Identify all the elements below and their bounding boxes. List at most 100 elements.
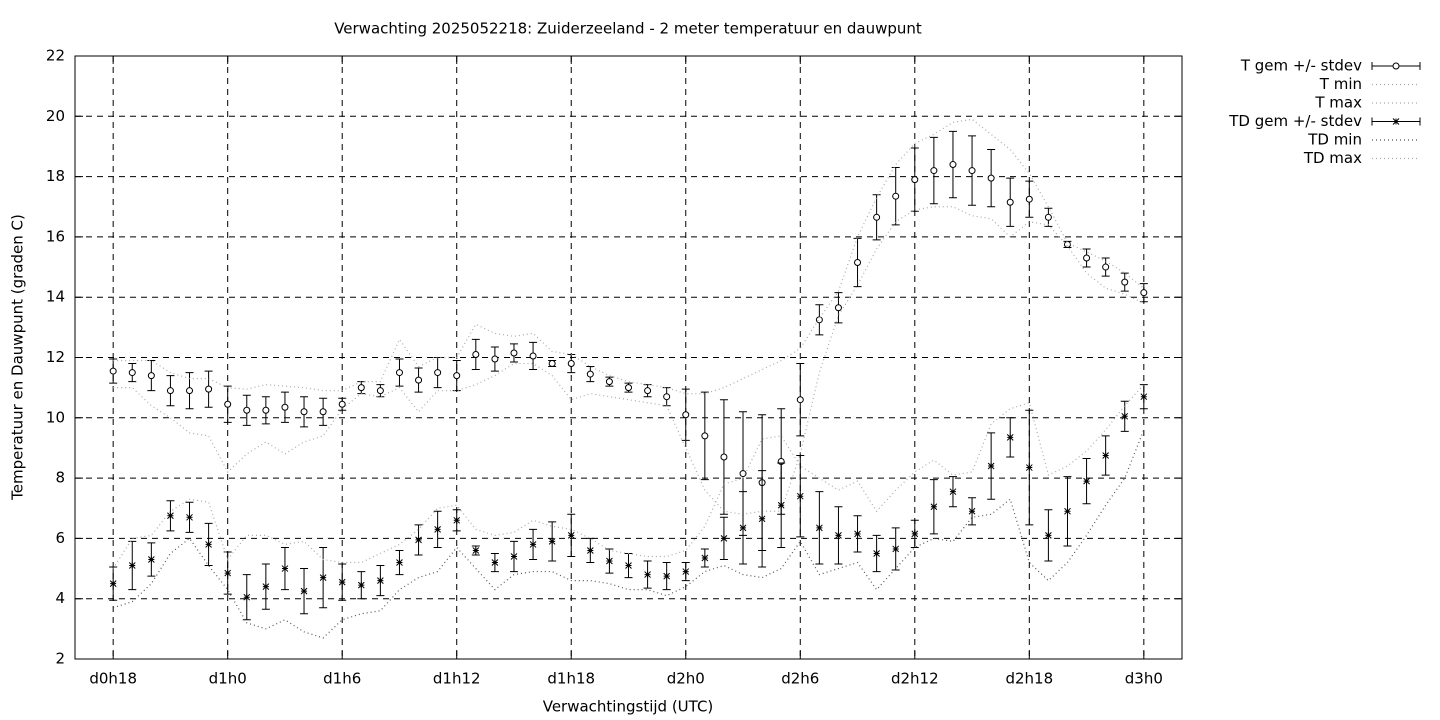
chart-title: Verwachting 2025052218: Zuiderzeeland - … <box>334 20 922 38</box>
point-marker <box>930 167 938 175</box>
point-marker <box>873 213 881 221</box>
point-marker <box>892 545 900 553</box>
plot-frame <box>74 55 1183 660</box>
legend-label: TD max <box>1303 149 1362 167</box>
y-tick-label: 8 <box>55 469 65 487</box>
point-marker <box>167 512 174 520</box>
point-marker <box>1140 393 1148 401</box>
point-marker <box>949 488 957 496</box>
point-marker <box>796 396 804 404</box>
point-marker <box>873 550 880 557</box>
point-marker <box>720 535 728 542</box>
point-marker <box>357 384 365 392</box>
point-marker <box>968 507 976 515</box>
point-marker <box>586 547 594 554</box>
point-marker <box>930 503 938 511</box>
range-line <box>113 118 1145 395</box>
point-marker <box>548 538 556 545</box>
point-marker <box>625 384 632 392</box>
point-marker <box>911 176 919 184</box>
point-marker <box>147 372 155 380</box>
point-marker <box>892 192 900 200</box>
x-tick-label: d0h18 <box>89 670 137 688</box>
point-marker <box>434 526 441 533</box>
point-marker <box>357 581 365 589</box>
point-marker <box>376 387 384 395</box>
point-marker <box>567 532 575 539</box>
point-marker <box>109 580 117 587</box>
point-marker <box>319 574 327 581</box>
point-marker <box>949 161 957 169</box>
point-marker <box>854 530 861 538</box>
point-marker <box>682 568 690 575</box>
point-marker <box>377 577 384 584</box>
y-tick-label: 18 <box>46 167 65 185</box>
point-marker <box>338 400 346 408</box>
point-marker <box>835 532 842 539</box>
point-marker <box>491 559 499 566</box>
x-tick-label: d2h0 <box>667 670 705 688</box>
point-marker <box>166 387 174 395</box>
point-marker <box>491 355 499 363</box>
legend-label: TD min <box>1307 131 1362 149</box>
legend-label: T min <box>1319 75 1362 93</box>
point-marker <box>777 501 785 509</box>
point-marker <box>1121 412 1129 420</box>
point-marker <box>147 556 155 563</box>
point-marker <box>1006 434 1014 441</box>
point-marker <box>262 583 270 590</box>
y-tick-label: 20 <box>46 107 65 125</box>
y-tick-label: 14 <box>46 288 65 306</box>
point-marker <box>701 554 709 562</box>
y-tick-label: 12 <box>46 348 65 366</box>
point-marker <box>319 408 327 416</box>
y-tick-label: 22 <box>46 47 65 65</box>
legend-marker <box>1392 118 1400 125</box>
point-marker <box>109 367 117 375</box>
point-marker <box>1102 263 1110 271</box>
point-marker <box>854 259 862 267</box>
point-marker <box>1064 507 1071 515</box>
point-marker <box>682 411 690 419</box>
x-tick-label: d1h12 <box>433 670 481 688</box>
x-tick-label: d1h0 <box>209 670 247 688</box>
point-marker <box>586 370 594 378</box>
point-marker <box>1045 532 1052 539</box>
point-marker <box>434 369 442 377</box>
point-marker <box>243 593 251 601</box>
point-marker <box>205 541 212 548</box>
point-marker <box>720 453 728 461</box>
y-tick-label: 10 <box>46 408 65 426</box>
legend-marker <box>1392 62 1400 70</box>
point-marker <box>453 516 461 524</box>
point-marker <box>644 387 652 395</box>
point-marker <box>224 400 232 408</box>
point-marker <box>1102 452 1110 459</box>
point-marker <box>243 406 251 414</box>
y-axis-label: Temperatuur en Dauwpunt (graden C) <box>9 214 27 501</box>
point-marker <box>205 385 213 393</box>
point-marker <box>453 372 461 380</box>
point-marker <box>1121 278 1129 286</box>
range-line <box>112 429 1145 639</box>
range-line <box>112 384 1145 569</box>
legend-label: T gem +/- stdev <box>1240 57 1362 75</box>
point-marker <box>758 515 766 523</box>
point-marker <box>281 403 289 411</box>
point-marker <box>338 578 346 586</box>
x-axis-label: Verwachtingstijd (UTC) <box>543 698 714 716</box>
point-marker <box>815 316 823 324</box>
point-marker <box>663 572 671 580</box>
point-marker <box>548 360 556 368</box>
point-marker <box>968 167 976 175</box>
point-marker <box>510 349 518 357</box>
point-marker <box>987 174 995 182</box>
x-tick-label: d2h12 <box>891 670 939 688</box>
legend-label: T max <box>1314 94 1362 112</box>
point-marker <box>1140 289 1148 297</box>
point-marker <box>395 369 403 377</box>
point-marker <box>281 565 289 572</box>
y-tick-label: 6 <box>55 529 65 547</box>
point-marker <box>625 562 632 569</box>
